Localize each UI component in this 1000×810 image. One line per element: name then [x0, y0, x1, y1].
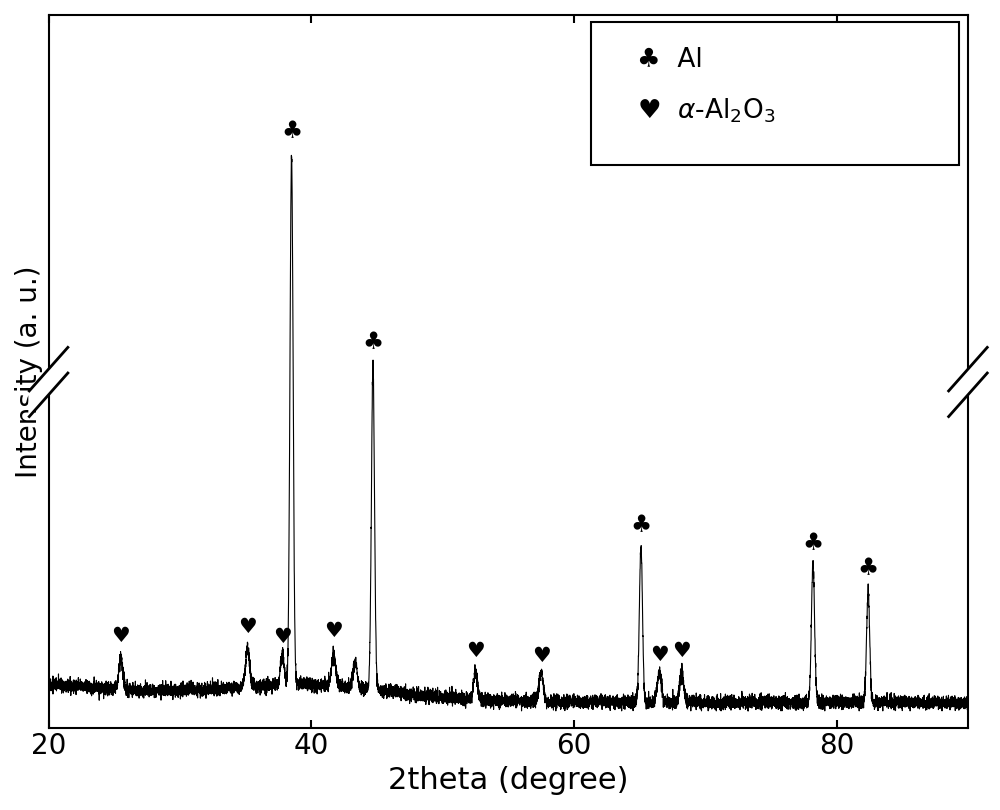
Text: ♣: ♣ — [362, 330, 384, 354]
Text: ♥: ♥ — [466, 642, 485, 662]
Text: ♣: ♣ — [802, 531, 824, 555]
Text: ♣: ♣ — [281, 118, 302, 143]
Y-axis label: Intensity (a. u.): Intensity (a. u.) — [15, 265, 43, 478]
Polygon shape — [28, 347, 69, 418]
Text: ♥: ♥ — [273, 626, 292, 646]
Text: ♥: ♥ — [324, 621, 343, 642]
X-axis label: 2theta (degree): 2theta (degree) — [388, 766, 629, 795]
Text: ♥: ♥ — [672, 641, 691, 661]
Text: ♥: ♥ — [532, 646, 550, 666]
FancyBboxPatch shape — [591, 22, 959, 164]
Text: ♣: ♣ — [858, 556, 879, 581]
Text: ♥: ♥ — [111, 625, 130, 646]
Text: ♥: ♥ — [238, 617, 257, 637]
Text: ♥: ♥ — [650, 645, 669, 665]
Text: ♣: ♣ — [630, 513, 651, 537]
Text: ♣  Al: ♣ Al — [637, 47, 703, 73]
Text: ♥  $\alpha$-Al$_2$O$_3$: ♥ $\alpha$-Al$_2$O$_3$ — [637, 97, 776, 126]
Polygon shape — [948, 347, 988, 418]
